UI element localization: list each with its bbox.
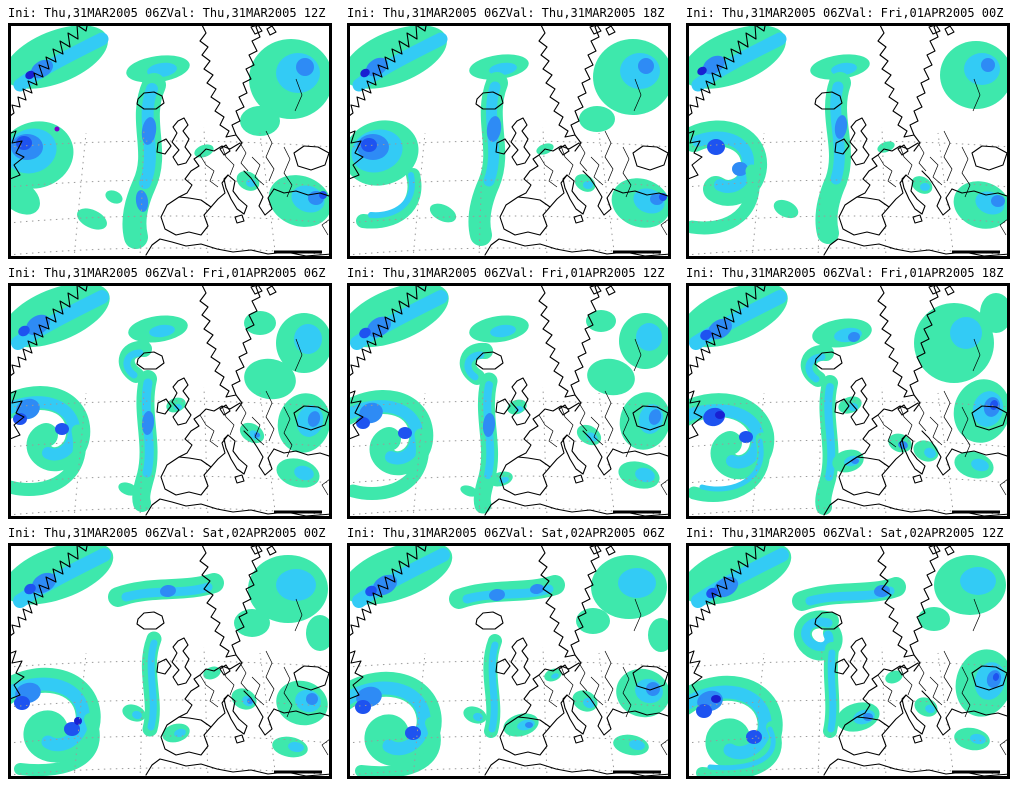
panel-header: Ini: Thu,31MAR2005 06Z Val: Fri,01APR2005 …: [347, 264, 671, 283]
panel-header: Ini: Thu,31MAR2005 06Z Val: Sat,02APR2005 …: [686, 524, 1010, 543]
map-frame: [347, 283, 671, 519]
valid-label: Val:: [505, 6, 535, 20]
init-time: Thu,31MAR2005 06Z: [43, 266, 167, 280]
init-time: Thu,31MAR2005 06Z: [721, 526, 845, 540]
map-frame: [686, 23, 1010, 259]
weather-map: [686, 23, 1010, 259]
weather-map: [686, 283, 1010, 519]
init-label: Ini:: [686, 526, 715, 540]
weather-map: [347, 283, 671, 519]
forecast-panel: Ini: Thu,31MAR2005 06Z Val: Sat,02APR2005 …: [8, 524, 332, 779]
valid-label: Val:: [166, 266, 196, 280]
panel-header: Ini: Thu,31MAR2005 06Z Val: Sat,02APR2005 …: [8, 524, 332, 543]
map-frame: [8, 543, 332, 779]
init-label: Ini:: [686, 6, 715, 20]
weather-map: [347, 543, 671, 779]
precipitation-shading: [688, 545, 1008, 777]
valid-time: Fri,01APR2005 18Z: [880, 266, 1004, 280]
panel-header: Ini: Thu,31MAR2005 06Z Val: Fri,01APR2005 …: [686, 264, 1010, 283]
valid-label: Val:: [844, 266, 874, 280]
init-time: Thu,31MAR2005 06Z: [721, 266, 845, 280]
init-label: Ini:: [347, 526, 376, 540]
init-time: Thu,31MAR2005 06Z: [382, 6, 506, 20]
precipitation-shading: [349, 285, 669, 514]
forecast-grid: Ini: Thu,31MAR2005 06Z Val: Thu,31MAR2005 …: [8, 4, 1010, 779]
map-frame: [686, 283, 1010, 519]
panel-header: Ini: Thu,31MAR2005 06Z Val: Fri,01APR2005 …: [686, 4, 1010, 23]
precipitation-shading: [688, 285, 1008, 515]
forecast-panel: Ini: Thu,31MAR2005 06Z Val: Fri,01APR2005 …: [347, 264, 671, 519]
panel-header: Ini: Thu,31MAR2005 06Z Val: Sat,02APR2005 …: [347, 524, 671, 543]
map-frame: [8, 23, 332, 259]
init-time: Thu,31MAR2005 06Z: [43, 6, 167, 20]
valid-time: Fri,01APR2005 00Z: [880, 6, 1004, 20]
valid-time: Thu,31MAR2005 12Z: [202, 6, 326, 20]
valid-time: Sat,02APR2005 06Z: [541, 526, 665, 540]
panel-header: Ini: Thu,31MAR2005 06Z Val: Thu,31MAR2005 …: [347, 4, 671, 23]
precipitation-shading: [10, 285, 330, 512]
valid-time: Fri,01APR2005 12Z: [541, 266, 665, 280]
init-time: Thu,31MAR2005 06Z: [721, 6, 845, 20]
valid-label: Val:: [166, 526, 196, 540]
valid-label: Val:: [844, 526, 874, 540]
init-label: Ini:: [8, 526, 37, 540]
weather-map: [8, 23, 332, 259]
weather-map: [8, 543, 332, 779]
weather-map: [8, 283, 332, 519]
valid-label: Val:: [166, 6, 196, 20]
forecast-panel: Ini: Thu,31MAR2005 06Z Val: Thu,31MAR2005 …: [8, 4, 332, 259]
panel-header: Ini: Thu,31MAR2005 06Z Val: Fri,01APR2005 …: [8, 264, 332, 283]
init-label: Ini:: [347, 266, 376, 280]
valid-label: Val:: [505, 266, 535, 280]
valid-time: Sat,02APR2005 00Z: [202, 526, 326, 540]
init-label: Ini:: [8, 266, 37, 280]
valid-time: Fri,01APR2005 06Z: [202, 266, 326, 280]
valid-time: Sat,02APR2005 12Z: [880, 526, 1004, 540]
precipitation-shading: [349, 25, 669, 246]
forecast-panel: Ini: Thu,31MAR2005 06Z Val: Fri,01APR2005 …: [686, 264, 1010, 519]
forecast-panel: Ini: Thu,31MAR2005 06Z Val: Sat,02APR2005 …: [347, 524, 671, 779]
valid-label: Val:: [844, 6, 874, 20]
init-label: Ini:: [686, 266, 715, 280]
weather-map: [686, 543, 1010, 779]
forecast-panel: Ini: Thu,31MAR2005 06Z Val: Thu,31MAR2005 …: [347, 4, 671, 259]
init-time: Thu,31MAR2005 06Z: [43, 526, 167, 540]
forecast-panel: Ini: Thu,31MAR2005 06Z Val: Sat,02APR2005 …: [686, 524, 1010, 779]
init-label: Ini:: [8, 6, 37, 20]
forecast-panel: Ini: Thu,31MAR2005 06Z Val: Fri,01APR2005 …: [8, 264, 332, 519]
map-frame: [8, 283, 332, 519]
map-frame: [686, 543, 1010, 779]
precipitation-shading: [688, 25, 1008, 244]
init-label: Ini:: [347, 6, 376, 20]
init-time: Thu,31MAR2005 06Z: [382, 526, 506, 540]
init-time: Thu,31MAR2005 06Z: [382, 266, 506, 280]
map-frame: [347, 23, 671, 259]
valid-label: Val:: [505, 526, 535, 540]
valid-time: Thu,31MAR2005 18Z: [541, 6, 665, 20]
precipitation-shading: [349, 545, 669, 777]
precipitation-shading: [10, 545, 330, 777]
panel-header: Ini: Thu,31MAR2005 06Z Val: Thu,31MAR2005 …: [8, 4, 332, 23]
forecast-panel: Ini: Thu,31MAR2005 06Z Val: Fri,01APR2005 …: [686, 4, 1010, 259]
map-frame: [347, 543, 671, 779]
precipitation-shading: [10, 25, 330, 249]
weather-map: [347, 23, 671, 259]
